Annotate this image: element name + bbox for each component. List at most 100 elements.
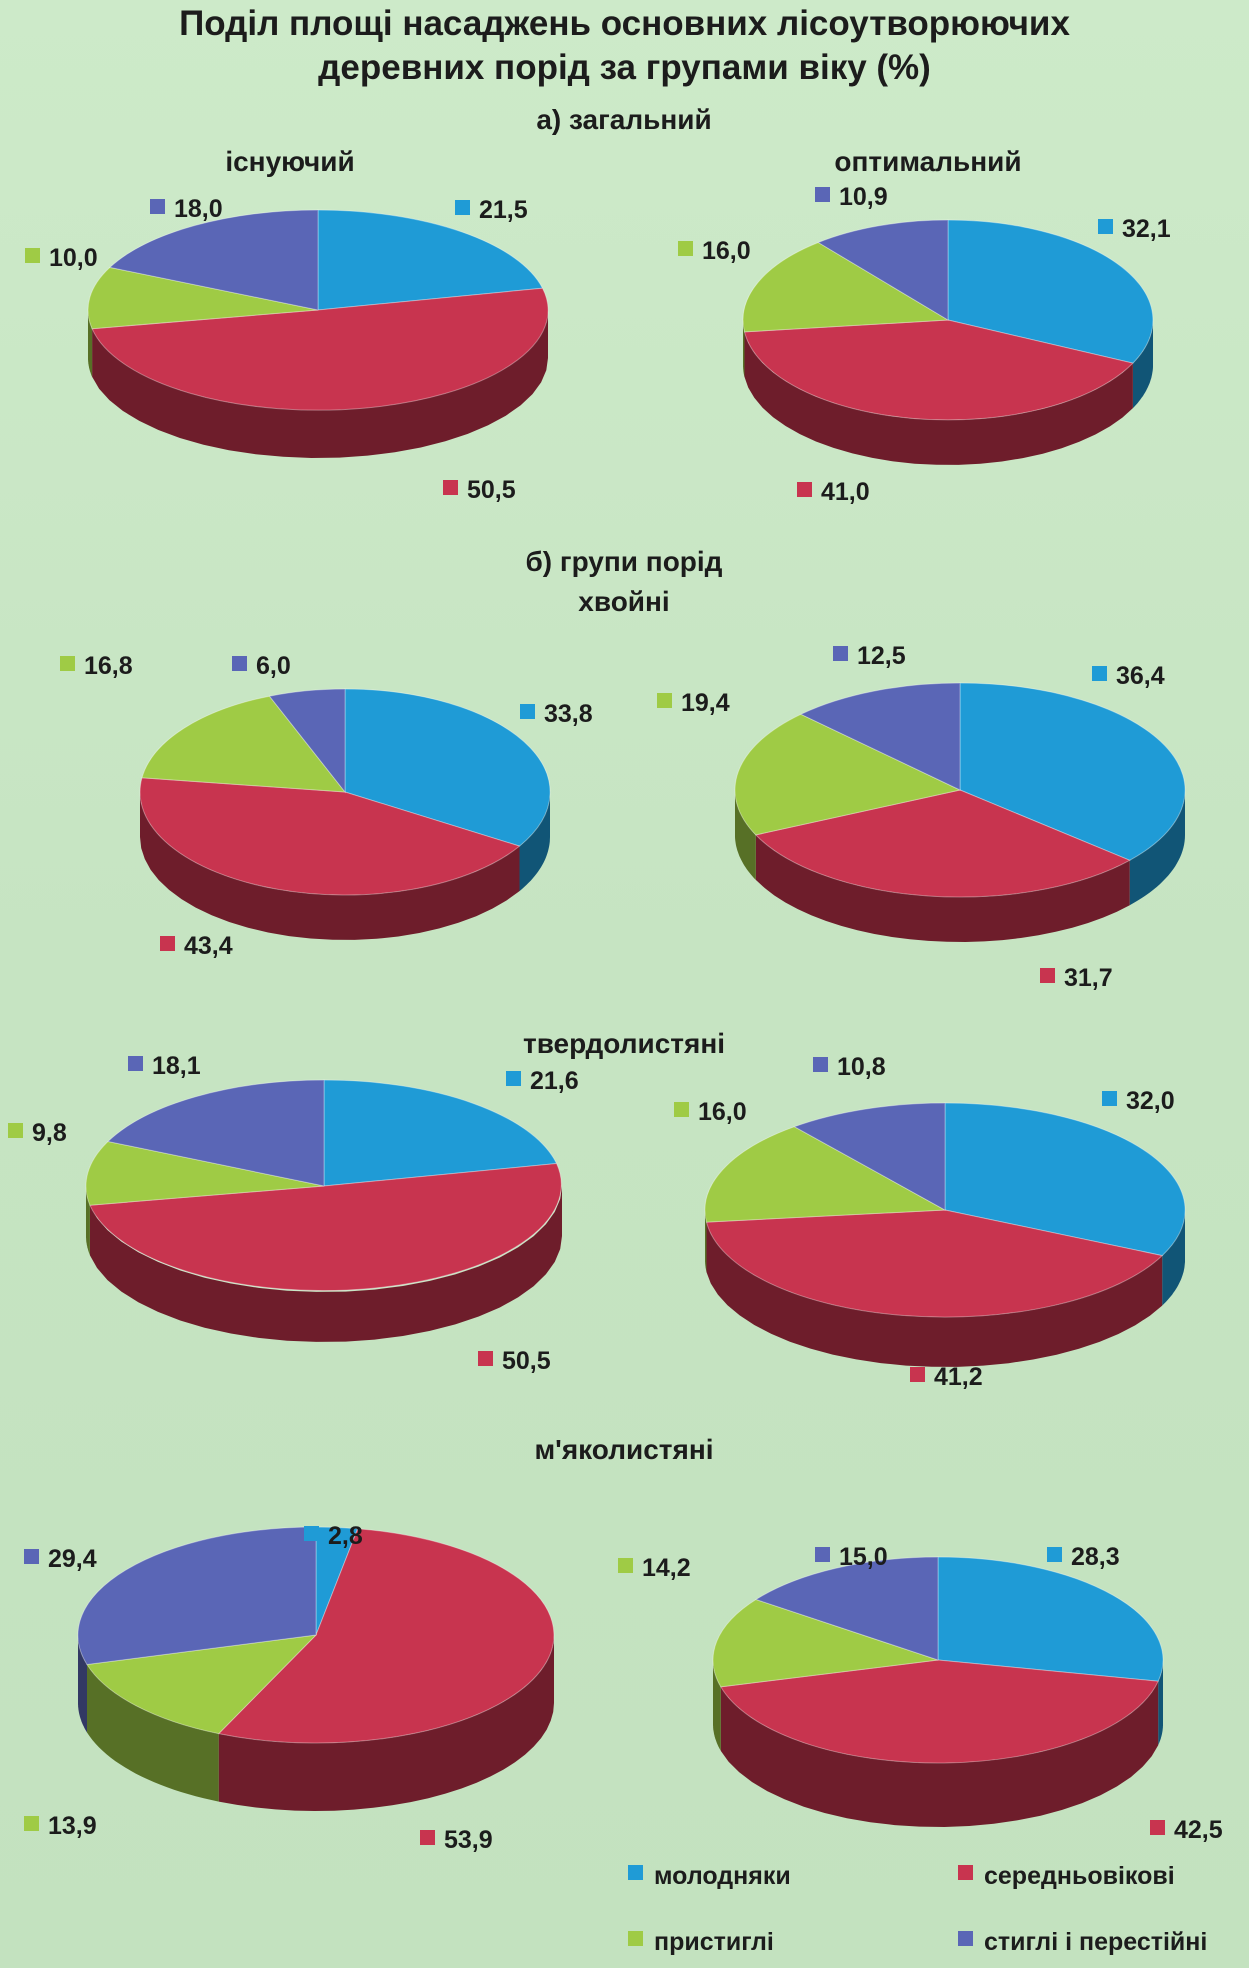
data-label-marker-premature (657, 693, 672, 708)
slice-side-young (1132, 320, 1153, 409)
slice-young (344, 688, 551, 847)
data-label-marker-mature (24, 1549, 39, 1564)
data-label-premature: 16,0 (698, 1098, 747, 1126)
slice-mature (108, 209, 319, 311)
data-label-young: 33,8 (544, 700, 593, 728)
data-label-marker-middle (1150, 1820, 1165, 1835)
slice-young (937, 1556, 1164, 1682)
data-label-marker-mature (815, 1547, 830, 1562)
data-label-marker-premature (674, 1102, 689, 1117)
slice-premature (712, 1598, 939, 1688)
data-label-marker-young (304, 1526, 319, 1541)
slice-side-middle (89, 1186, 563, 1342)
slice-young (323, 1079, 558, 1187)
data-label-marker-young (1092, 666, 1107, 681)
data-label-marker-young (455, 200, 470, 215)
slice-premature (86, 1634, 318, 1735)
slice-premature (734, 713, 962, 836)
data-label-marker-premature (678, 241, 693, 256)
data-label-young: 28,3 (1071, 1543, 1120, 1571)
group-conifer-title: хвойні (578, 586, 670, 617)
legend-label-young: молодняки (654, 1862, 791, 1890)
legend-label-middle: середньовікові (984, 1862, 1175, 1890)
data-label-marker-young (520, 704, 535, 719)
data-label-young: 2,8 (328, 1522, 363, 1550)
data-label-marker-middle (420, 1830, 435, 1845)
slice-premature (141, 695, 347, 793)
data-label-middle: 50,5 (502, 1347, 551, 1375)
slice-side-middle (706, 1222, 1163, 1367)
data-label-mature: 15,0 (839, 1543, 888, 1571)
data-label-marker-premature (60, 656, 75, 671)
data-label-marker-premature (25, 248, 40, 263)
data-label-middle: 41,0 (821, 478, 870, 506)
slice-side-premature (88, 310, 93, 377)
slice-side-middle (218, 1635, 554, 1811)
data-label-premature: 9,8 (32, 1119, 67, 1147)
pie-chart-5: 21,6 50,5 9,8 18,1 (8, 1052, 579, 1375)
data-label-marker-mature (833, 646, 848, 661)
column-existing-title: існуючий (225, 146, 355, 177)
data-label-mature: 29,4 (48, 1545, 97, 1573)
chart-legend: молодняки середньовікові пристиглі стиглі і… (628, 1862, 1207, 1956)
slice-side-premature (713, 1660, 721, 1751)
data-label-middle: 50,5 (467, 476, 516, 504)
slice-premature (704, 1126, 947, 1223)
slice-young (959, 682, 1186, 861)
data-label-marker-middle (160, 936, 175, 951)
slice-side-middle (140, 792, 520, 940)
slice-young (317, 209, 544, 311)
data-label-middle: 43,4 (184, 932, 233, 960)
data-label-premature: 19,4 (681, 689, 730, 717)
slice-mature (106, 1079, 325, 1187)
slice-mature (817, 219, 949, 321)
data-label-middle: 42,5 (1174, 1816, 1223, 1844)
column-optimal-title: оптимальний (834, 146, 1022, 177)
slice-side-young (1158, 1660, 1163, 1746)
slice-middle (743, 319, 1134, 421)
slice-side-young (1162, 1210, 1185, 1306)
slice-premature (85, 1140, 325, 1206)
data-label-mature: 18,1 (152, 1052, 201, 1080)
slice-side-premature (87, 1664, 219, 1802)
data-label-marker-premature (618, 1558, 633, 1573)
data-label-marker-middle (443, 480, 458, 495)
slice-side-premature (735, 790, 756, 880)
slice-side-premature (705, 1210, 707, 1273)
slice-middle (705, 1209, 1164, 1318)
pie-chart-8: 28,3 42,5 14,2 15,0 (618, 1543, 1223, 1844)
slice-middle (719, 1659, 1159, 1764)
section-a-title: а) загальний (536, 104, 712, 135)
legend-swatch-mature (958, 1931, 973, 1946)
data-label-marker-young (1102, 1091, 1117, 1106)
group-softwood-title: м'яколистяні (534, 1434, 714, 1465)
slice-mature (268, 688, 346, 794)
slice-side-middle (755, 834, 1130, 942)
group-hardwood-title: твердолистяні (522, 1028, 726, 1059)
data-label-marker-mature (128, 1056, 143, 1071)
data-label-middle: 53,9 (444, 1826, 493, 1854)
data-label-premature: 16,0 (702, 237, 751, 265)
legend-swatch-premature (628, 1931, 643, 1946)
slice-side-middle (720, 1681, 1159, 1827)
slice-side-middle (92, 310, 548, 458)
data-label-young: 32,0 (1126, 1087, 1175, 1115)
chart-title-line1: Поділ площі насаджень основних лісоутвор… (179, 4, 1070, 43)
slice-mature (77, 1526, 317, 1666)
slice-side-premature (86, 1186, 90, 1256)
slice-mature (793, 1102, 946, 1211)
data-label-marker-middle (478, 1351, 493, 1366)
slice-side-young (1129, 790, 1185, 906)
slice-premature (742, 241, 950, 333)
data-label-marker-middle (910, 1367, 925, 1382)
data-label-young: 21,6 (530, 1067, 579, 1095)
data-label-premature: 14,2 (642, 1554, 691, 1582)
data-label-premature: 16,8 (84, 652, 133, 680)
pie-chart-1: 21,5 50,5 10,0 18,0 (25, 195, 549, 504)
legend-swatch-young (628, 1865, 643, 1880)
data-label-mature: 12,5 (857, 642, 906, 670)
slice-side-young (519, 792, 550, 892)
data-label-marker-mature (813, 1057, 828, 1072)
slice-side-premature (743, 320, 745, 377)
